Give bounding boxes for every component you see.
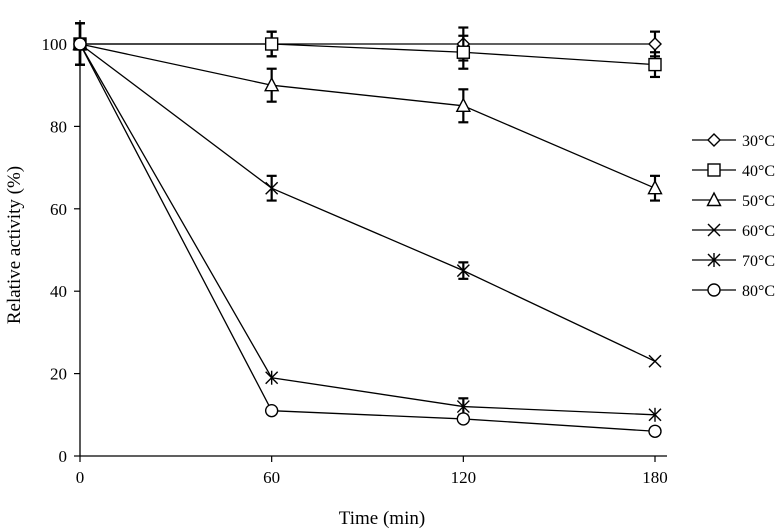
series-layer xyxy=(72,22,663,438)
y-tick-label: 40 xyxy=(50,282,67,301)
legend: 30°C 40°C 50°C 60°C 70°C 80°C xyxy=(692,133,775,300)
marker-triangle xyxy=(706,191,722,207)
marker-diamond xyxy=(707,133,721,147)
legend-label: 30°C xyxy=(742,133,775,150)
series-line xyxy=(79,43,656,416)
series-line xyxy=(80,43,656,66)
y-tick-label: 80 xyxy=(50,117,67,136)
marker-square xyxy=(648,57,662,72)
y-tick-label: 60 xyxy=(50,200,67,219)
legend-label: 70°C xyxy=(742,253,775,270)
marker-triangle xyxy=(647,179,663,195)
x-tick-label: 0 xyxy=(76,468,85,487)
legend-item-40c: 40°C xyxy=(692,163,775,180)
marker-triangle xyxy=(264,76,280,92)
series-line xyxy=(79,43,656,189)
legend-item-30c: 30°C xyxy=(692,133,775,150)
axes: 0 60 120 180 0 20 40 60 80 100 xyxy=(42,20,668,487)
y-tick-label: 100 xyxy=(42,35,68,54)
marker-square xyxy=(264,37,279,51)
legend-label: 50°C xyxy=(742,193,775,210)
legend-item-80c: 80°C xyxy=(692,283,775,300)
series-70c xyxy=(73,22,662,422)
legend-label: 80°C xyxy=(742,283,775,300)
y-tick-label: 0 xyxy=(59,447,68,466)
marker-circle xyxy=(73,37,87,51)
y-axis-label: Relative activity (%) xyxy=(4,166,25,324)
x-tick-label: 180 xyxy=(642,468,668,487)
x-axis-label: Time (min) xyxy=(339,508,425,529)
marker-circle xyxy=(456,412,471,426)
legend-label: 40°C xyxy=(742,163,775,180)
marker-square xyxy=(707,163,721,177)
legend-item-60c: 60°C xyxy=(692,223,775,240)
marker-diamond xyxy=(648,37,662,51)
series-50c xyxy=(72,22,663,202)
marker-circle xyxy=(707,283,721,297)
series-line xyxy=(79,43,656,362)
marker-square xyxy=(456,45,471,59)
marker-x xyxy=(707,223,721,237)
series-60c xyxy=(73,22,662,368)
legend-item-70c: 70°C xyxy=(692,253,775,270)
y-tick-label: 20 xyxy=(50,365,67,384)
x-tick-label: 120 xyxy=(451,468,477,487)
marker-triangle xyxy=(455,97,471,113)
marker-circle xyxy=(648,424,662,438)
legend-item-50c: 50°C xyxy=(692,191,775,210)
series-80c xyxy=(73,22,662,438)
marker-x xyxy=(648,354,662,368)
marker-x xyxy=(265,181,279,195)
x-tick-label: 60 xyxy=(263,468,280,487)
marker-x xyxy=(456,264,470,278)
series-40c xyxy=(73,22,662,79)
marker-circle xyxy=(264,403,279,418)
legend-label: 60°C xyxy=(742,223,775,240)
series-line xyxy=(79,43,656,432)
